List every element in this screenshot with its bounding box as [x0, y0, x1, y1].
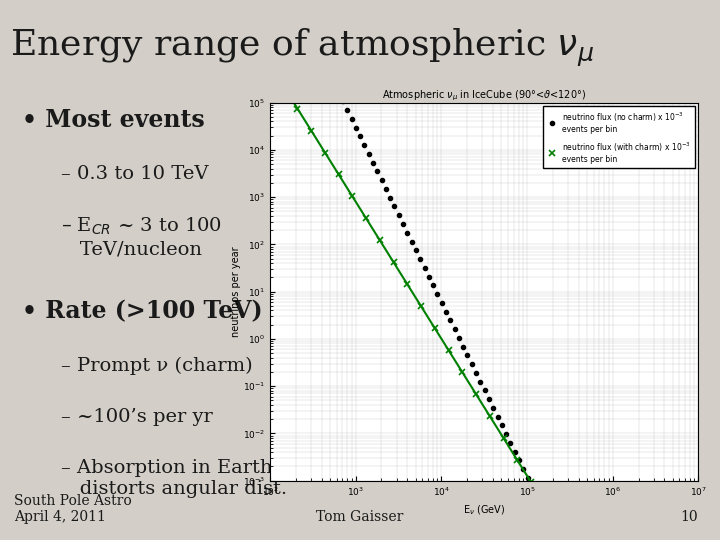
Legend: neutrino flux (no charm) x 10$^{-3}$
events per bin, neutrino flux (with charm) : neutrino flux (no charm) x 10$^{-3}$ eve… [543, 106, 695, 168]
neutrino flux (with charm) x 10$^{-3}$
events per bin [472, 391, 480, 397]
neutrino flux (with charm) x 10$^{-3}$
events per bin [431, 325, 439, 332]
Text: – Prompt ν (charm): – Prompt ν (charm) [61, 356, 253, 375]
neutrino flux (no charm) x 10$^{-3}$
events per bin [351, 124, 360, 131]
neutrino flux (with charm) x 10$^{-3}$
events per bin [307, 127, 315, 134]
neutrino flux (with charm) x 10$^{-3}$
events per bin [390, 259, 398, 266]
neutrino flux (with charm) x 10$^{-3}$
events per bin [485, 413, 494, 420]
neutrino flux (with charm) x 10$^{-3}$
events per bin [362, 215, 371, 221]
neutrino flux (with charm) x 10$^{-3}$
events per bin [458, 369, 467, 375]
Text: – ~100’s per yr: – ~100’s per yr [61, 408, 213, 426]
neutrino flux (no charm) x 10$^{-3}$
events per bin [523, 475, 532, 481]
neutrino flux (with charm) x 10$^{-3}$
events per bin [526, 479, 535, 485]
Text: South Pole Astro
April 4, 2011: South Pole Astro April 4, 2011 [14, 494, 132, 524]
neutrino flux (no charm) x 10$^{-3}$
events per bin [386, 194, 395, 201]
neutrino flux (no charm) x 10$^{-3}$
events per bin [485, 396, 493, 402]
neutrino flux (with charm) x 10$^{-3}$
events per bin [499, 435, 508, 441]
neutrino flux (with charm) x 10$^{-3}$
events per bin [320, 149, 329, 156]
Text: • Rate (>100 TeV): • Rate (>100 TeV) [22, 300, 262, 323]
neutrino flux (with charm) x 10$^{-3}$
events per bin [403, 281, 412, 288]
neutrino flux (with charm) x 10$^{-3}$
events per bin [554, 523, 563, 529]
Line: neutrino flux (no charm) x 10$^{-3}$
events per bin: neutrino flux (no charm) x 10$^{-3}$ eve… [268, 0, 551, 524]
neutrino flux (with charm) x 10$^{-3}$
events per bin [334, 171, 343, 178]
X-axis label: E$_\nu$ (GeV): E$_\nu$ (GeV) [463, 503, 505, 517]
neutrino flux (no charm) x 10$^{-3}$
events per bin [334, 90, 343, 96]
neutrino flux (with charm) x 10$^{-3}$
events per bin [376, 237, 384, 244]
neutrino flux (with charm) x 10$^{-3}$
events per bin [417, 303, 426, 309]
neutrino flux (no charm) x 10$^{-3}$
events per bin [545, 518, 554, 525]
Y-axis label: neutrinos per year: neutrinos per year [231, 246, 241, 337]
Text: 10: 10 [681, 510, 698, 524]
neutrino flux (no charm) x 10$^{-3}$
events per bin [309, 37, 318, 43]
Text: – 0.3 to 10 TeV: – 0.3 to 10 TeV [61, 165, 209, 183]
Text: – E$_{CR}$ ~ 3 to 100
   TeV/nucleon: – E$_{CR}$ ~ 3 to 100 TeV/nucleon [61, 216, 222, 258]
neutrino flux (with charm) x 10$^{-3}$
events per bin [279, 83, 288, 90]
neutrino flux (with charm) x 10$^{-3}$
events per bin [348, 193, 356, 200]
neutrino flux (with charm) x 10$^{-3}$
events per bin [266, 62, 274, 68]
neutrino flux (with charm) x 10$^{-3}$
events per bin [293, 105, 302, 112]
neutrino flux (with charm) x 10$^{-3}$
events per bin [541, 501, 549, 507]
neutrino flux (with charm) x 10$^{-3}$
events per bin [444, 347, 453, 354]
Line: neutrino flux (with charm) x 10$^{-3}$
events per bin: neutrino flux (with charm) x 10$^{-3}$ e… [266, 61, 562, 529]
Title: Atmospheric $\nu_\mu$ in IceCube (90°<$\vartheta$<120°): Atmospheric $\nu_\mu$ in IceCube (90°<$\… [382, 88, 586, 103]
Text: • Most events: • Most events [22, 108, 204, 132]
Text: – Absorption in Earth
   distorts angular dist.: – Absorption in Earth distorts angular d… [61, 459, 287, 498]
neutrino flux (with charm) x 10$^{-3}$
events per bin [513, 457, 521, 463]
Text: Tom Gaisser: Tom Gaisser [316, 510, 404, 524]
Text: Energy range of atmospheric $\nu_{\mu}$: Energy range of atmospheric $\nu_{\mu}$ [10, 27, 595, 69]
